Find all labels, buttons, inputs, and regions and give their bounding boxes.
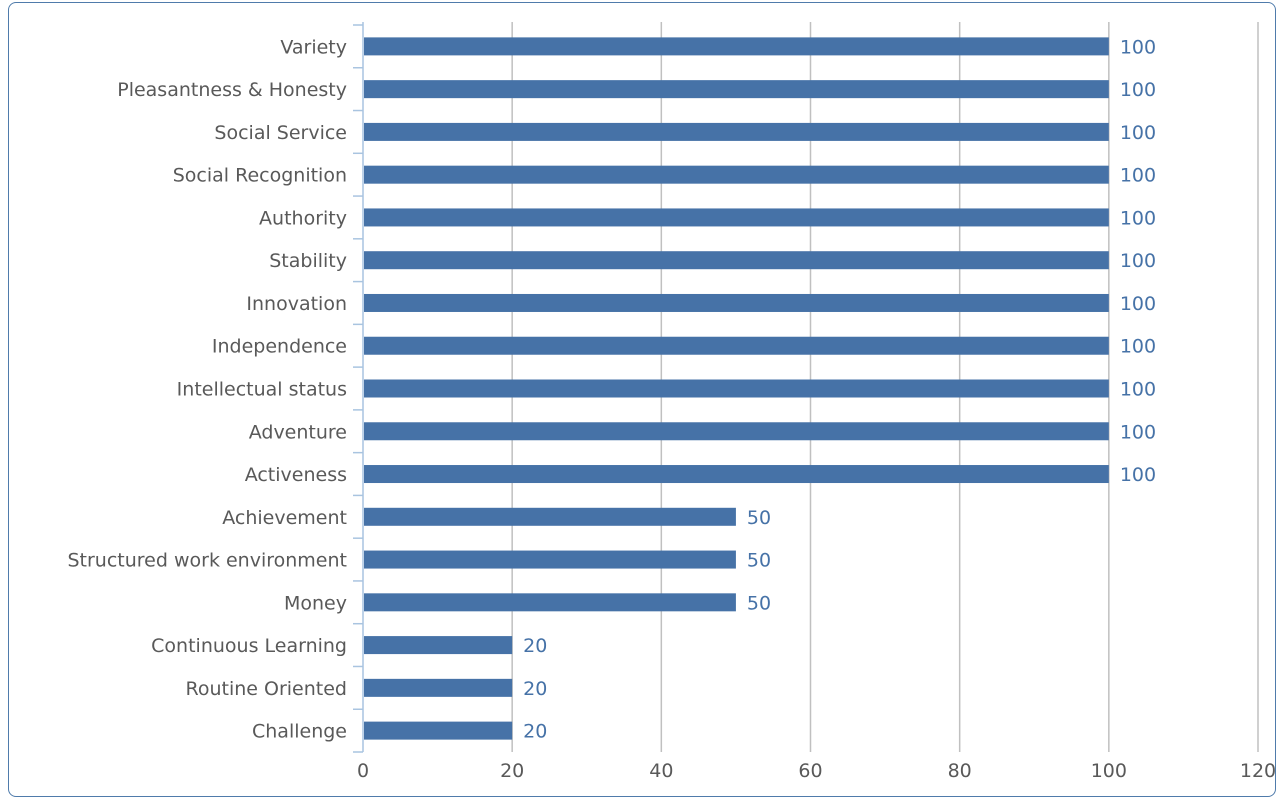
category-label: Adventure	[249, 421, 347, 443]
data-label: 50	[747, 592, 771, 614]
category-label: Money	[284, 592, 347, 614]
bar	[364, 550, 736, 569]
data-label: 20	[523, 635, 547, 657]
bar	[364, 37, 1109, 56]
bar	[364, 80, 1109, 99]
category-label: Activeness	[245, 464, 347, 486]
category-label: Innovation	[246, 293, 347, 315]
x-tick-label: 40	[649, 760, 673, 782]
data-label: 20	[523, 721, 547, 743]
category-label: Authority	[259, 207, 347, 229]
bar	[364, 251, 1109, 270]
category-label: Intellectual status	[177, 379, 347, 401]
category-label: Routine Oriented	[186, 678, 348, 700]
data-label: 20	[523, 678, 547, 700]
category-label: Pleasantness & Honesty	[117, 79, 347, 101]
x-tick-label: 20	[500, 760, 524, 782]
data-label: 100	[1120, 293, 1156, 315]
bar	[364, 721, 513, 740]
data-label: 100	[1120, 336, 1156, 358]
category-label: Challenge	[252, 721, 347, 743]
bar	[364, 678, 513, 697]
bar	[364, 422, 1109, 441]
bar	[364, 465, 1109, 484]
data-label: 100	[1120, 421, 1156, 443]
x-tick-label: 0	[357, 760, 369, 782]
data-label: 100	[1120, 79, 1156, 101]
bar	[364, 593, 736, 612]
bar	[364, 208, 1109, 227]
x-tick-label: 100	[1091, 760, 1127, 782]
data-label: 50	[747, 550, 771, 572]
data-label: 50	[747, 507, 771, 529]
category-label: Variety	[280, 36, 347, 58]
data-label: 100	[1120, 207, 1156, 229]
x-tick-label: 120	[1240, 760, 1276, 782]
category-label: Independence	[212, 336, 347, 358]
data-label: 100	[1120, 464, 1156, 486]
data-label: 100	[1120, 165, 1156, 187]
category-label: Continuous Learning	[151, 635, 347, 657]
bar	[364, 636, 513, 655]
category-label: Social Recognition	[173, 165, 347, 187]
category-label: Stability	[269, 250, 347, 272]
category-label: Social Service	[214, 122, 347, 144]
data-label: 100	[1120, 122, 1156, 144]
bar	[364, 507, 736, 526]
data-label: 100	[1120, 36, 1156, 58]
data-label: 100	[1120, 250, 1156, 272]
category-label: Structured work environment	[67, 550, 347, 572]
bar	[364, 379, 1109, 398]
category-label: Achievement	[222, 507, 347, 529]
data-label: 100	[1120, 379, 1156, 401]
bar	[364, 293, 1109, 312]
bar	[364, 165, 1109, 184]
x-tick-label: 80	[948, 760, 972, 782]
x-tick-label: 60	[798, 760, 822, 782]
bar	[364, 336, 1109, 355]
bar	[364, 122, 1109, 141]
